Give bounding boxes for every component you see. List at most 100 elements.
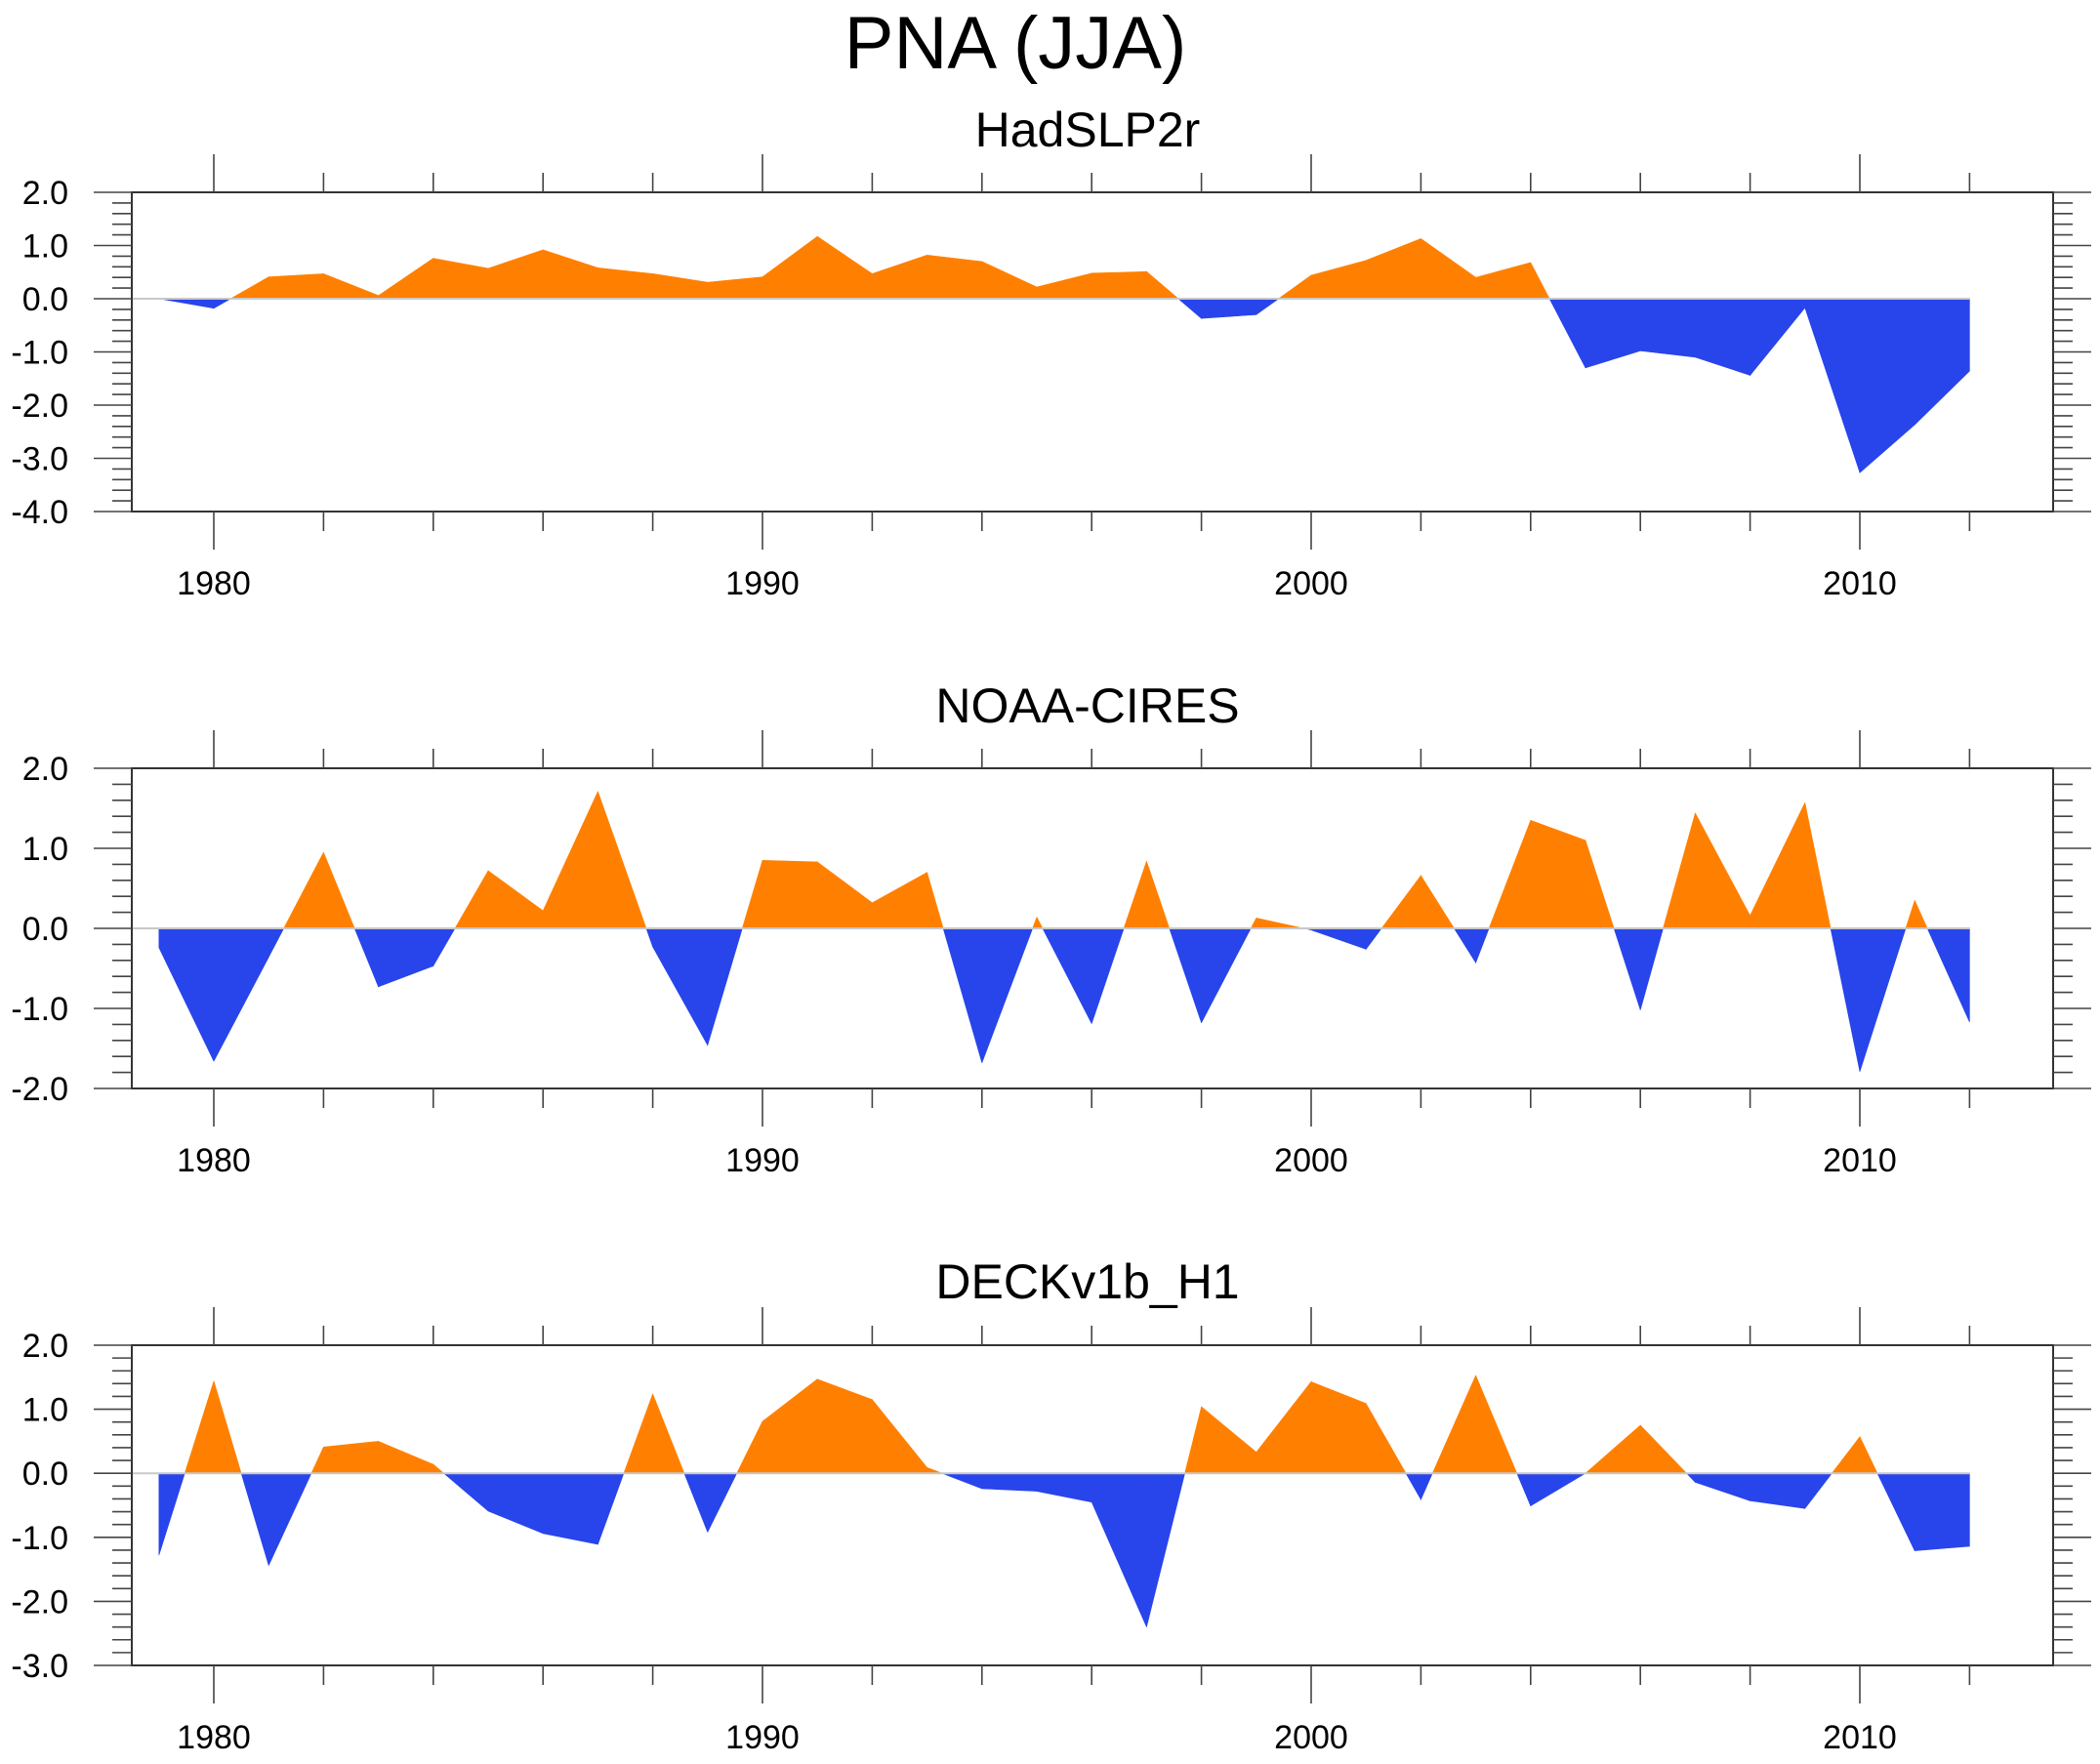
positive-area-segment — [1695, 812, 1750, 929]
positive-area-segment — [1585, 1424, 1641, 1474]
positive-area-segment — [1250, 918, 1257, 929]
positive-area-segment — [1380, 874, 1421, 929]
positive-area-segment — [816, 235, 873, 300]
negative-area-segment — [1613, 927, 1641, 1010]
positive-area-segment — [542, 249, 598, 300]
positive-area-segment — [1488, 820, 1532, 929]
y-tick-label: -2.0 — [11, 388, 68, 425]
positive-area-segment — [229, 276, 269, 300]
positive-area-segment — [268, 273, 324, 300]
negative-area-segment — [542, 1472, 598, 1545]
negative-area-segment — [158, 1472, 185, 1556]
x-tick-label: 2010 — [1823, 1719, 1897, 1756]
negative-area-segment — [1310, 927, 1367, 950]
negative-area-segment — [1914, 1472, 1970, 1551]
y-tick-label: -2.0 — [11, 1583, 68, 1620]
positive-area-segment — [741, 860, 763, 929]
negative-area-segment — [1177, 298, 1202, 319]
positive-area-segment — [816, 861, 873, 929]
positive-area-segment — [981, 261, 1038, 300]
negative-area-segment — [213, 927, 269, 1062]
positive-area-segment — [762, 235, 818, 300]
x-tick-label: 1990 — [725, 1719, 800, 1756]
panel-noaa-cires: NOAA-CIRES 1980 1990 2000 2010 2.0 1.0 0.0 -1.0… — [11, 678, 2091, 1179]
panel-title: NOAA-CIRES — [935, 678, 1239, 733]
negative-area-segment — [1421, 1472, 1433, 1500]
y-tick-label: -1.0 — [11, 1520, 68, 1557]
positive-area-segment — [762, 1378, 818, 1474]
x-tick-label: 2010 — [1823, 565, 1897, 602]
positive-area-segment — [926, 254, 983, 300]
positive-area-segment — [1146, 270, 1179, 300]
positive-area-segment — [872, 254, 927, 300]
negative-area-segment — [1201, 298, 1257, 319]
negative-area-segment — [1169, 927, 1202, 1023]
negative-area-segment — [268, 927, 285, 958]
positive-area-segment — [926, 872, 944, 929]
negative-area-segment — [158, 298, 215, 309]
negative-area-segment — [1695, 298, 1750, 376]
x-tick-label: 1990 — [725, 1142, 800, 1179]
x-tick-label: 2000 — [1274, 1142, 1348, 1179]
x-tick-label: 2000 — [1274, 1719, 1348, 1756]
positive-area-segment — [1277, 274, 1312, 300]
negative-area-segment — [268, 1472, 312, 1566]
negative-area-segment — [378, 927, 434, 988]
positive-area-segment — [378, 258, 434, 300]
negative-area-segment — [652, 927, 709, 1046]
negative-area-segment — [1475, 927, 1490, 964]
negative-area-segment — [707, 927, 743, 1046]
panel-title: DECKv1b_H1 — [935, 1254, 1239, 1309]
positive-area-segment — [597, 267, 653, 300]
positive-area-segment — [323, 272, 379, 300]
negative-area-segment — [1926, 927, 1970, 1023]
negative-area-segment — [1530, 1472, 1587, 1507]
positive-area-segment — [816, 1378, 873, 1474]
negative-area-segment — [1091, 927, 1125, 1024]
x-tick-label: 2000 — [1274, 565, 1348, 602]
negative-area-segment — [1830, 927, 1861, 1072]
panel-deckv1b-h1: DECKv1b_H1 1980 1990 2000 2010 2.0 1.0 0.0 -1.0… — [11, 1254, 2091, 1756]
negative-area-segment — [645, 927, 653, 947]
negative-area-segment — [941, 1472, 983, 1490]
y-tick-label: 0.0 — [22, 1456, 68, 1493]
y-tick-label: -3.0 — [11, 441, 68, 478]
positive-area-segment — [736, 1420, 763, 1474]
positive-area-segment — [1036, 917, 1044, 929]
positive-area-segment — [1032, 917, 1038, 929]
positive-area-segment — [213, 1380, 242, 1474]
negative-area-segment — [597, 1472, 625, 1545]
positive-area-segment — [1421, 874, 1455, 929]
negative-area-segment — [487, 1472, 544, 1535]
negative-area-segment — [1639, 298, 1696, 358]
x-tick-label: 2010 — [1823, 1142, 1897, 1179]
negative-area-segment — [1548, 298, 1586, 368]
positive-area-segment — [707, 276, 763, 300]
negative-area-segment — [683, 1472, 709, 1533]
y-tick-label: 1.0 — [22, 228, 68, 266]
negative-area-segment — [1201, 927, 1252, 1023]
positive-area-segment — [454, 869, 489, 929]
negative-area-segment — [1405, 1472, 1421, 1501]
positive-area-segment — [1365, 1402, 1407, 1474]
positive-area-segment — [1831, 1435, 1861, 1474]
positive-area-segment — [1859, 1436, 1878, 1474]
figure-title: PNA (JJA) — [844, 2, 1187, 85]
negative-area-segment — [981, 927, 1034, 1063]
positive-area-segment — [487, 870, 544, 929]
positive-area-segment — [1256, 917, 1304, 929]
positive-area-segment — [1663, 812, 1696, 929]
y-tick-label: 2.0 — [22, 751, 68, 788]
positive-area-segment — [310, 1447, 324, 1474]
x-tick-label: 1980 — [177, 1719, 251, 1756]
positive-area-segment — [283, 851, 324, 929]
negative-area-segment — [213, 298, 232, 309]
negative-area-segment — [981, 1472, 1038, 1492]
positive-area-segment — [1530, 819, 1586, 929]
positive-area-segment — [1091, 270, 1147, 300]
positive-area-segment — [1201, 1406, 1257, 1474]
negative-area-segment — [1876, 1472, 1915, 1551]
positive-area-segment — [597, 791, 647, 929]
negative-area-segment — [1695, 1472, 1750, 1501]
